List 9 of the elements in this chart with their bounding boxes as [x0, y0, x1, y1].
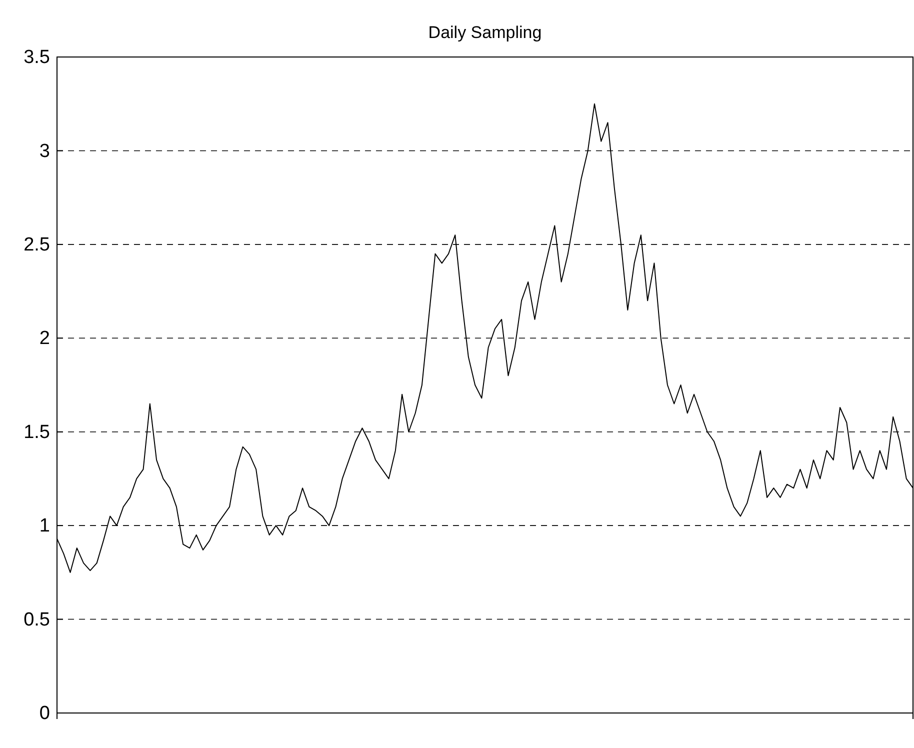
y-tick-label: 1.5: [24, 422, 50, 443]
chart-title: Daily Sampling: [428, 23, 542, 42]
y-tick-label: 0.5: [24, 609, 50, 630]
y-tick-label: 0: [39, 703, 50, 724]
y-tick-label: 3.5: [24, 47, 50, 68]
y-tick-label: 1: [39, 516, 50, 537]
y-tick-label: 2: [39, 328, 50, 350]
y-tick-label: 3: [39, 140, 50, 162]
y-tick-label: 2.5: [24, 234, 50, 256]
